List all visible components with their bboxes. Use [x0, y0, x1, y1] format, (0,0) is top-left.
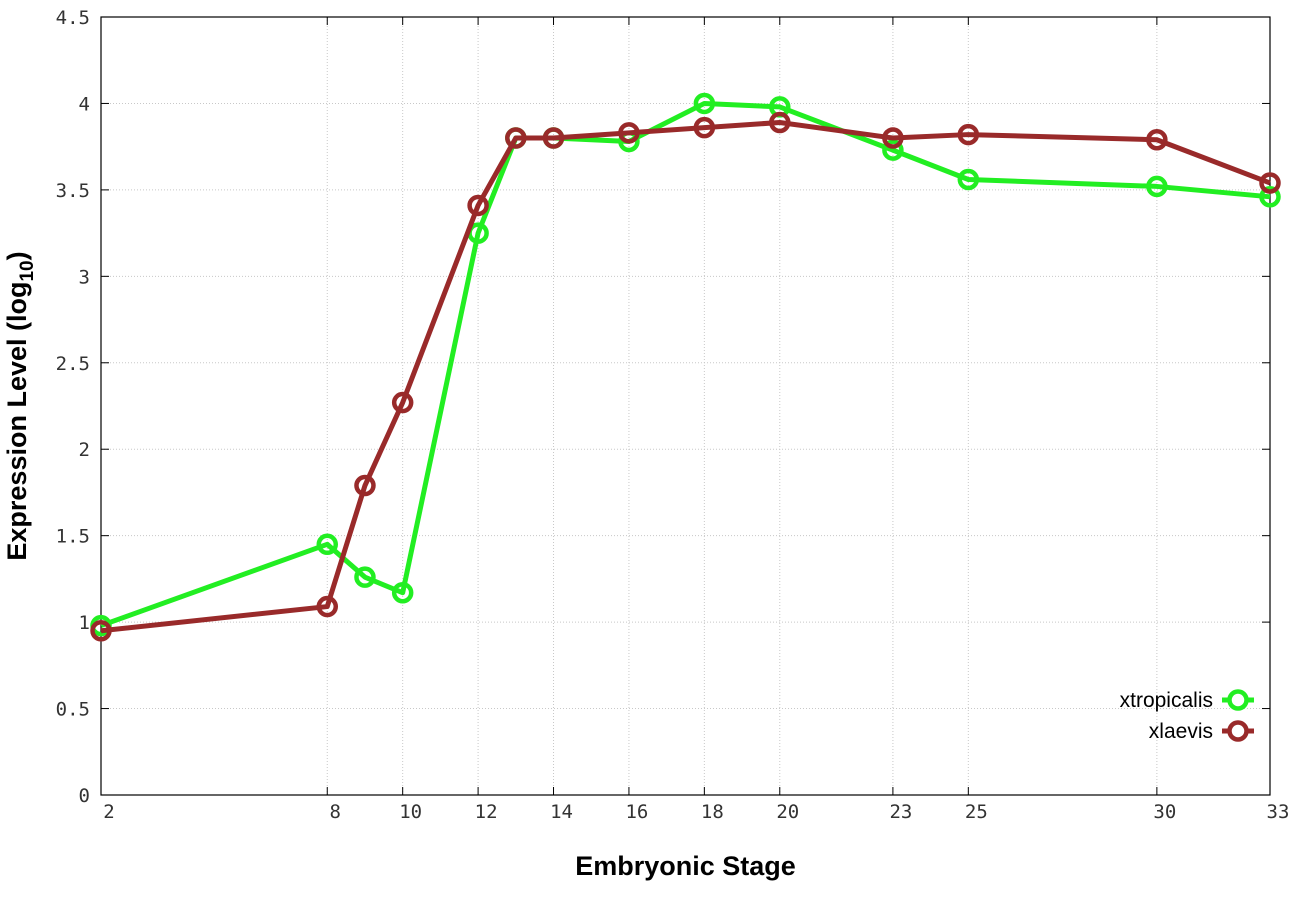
- data-point-xtropicalis: [354, 566, 376, 588]
- x-tick-label: 18: [701, 801, 724, 823]
- y-tick-label: 1: [79, 612, 90, 634]
- data-point-xtropicalis: [1146, 175, 1168, 198]
- data-point-xlaevis: [542, 127, 565, 149]
- legend-label-xtropicalis: xtropicalis: [1120, 689, 1213, 712]
- x-tick-label: 25: [965, 801, 988, 823]
- x-tick-label: 12: [475, 801, 498, 823]
- x-tick-label: 10: [399, 801, 422, 823]
- data-point-xtropicalis: [316, 533, 339, 556]
- x-tick-label: 23: [889, 801, 912, 823]
- x-tick-label: 16: [625, 801, 648, 823]
- legend-swatch-marker: [1227, 720, 1249, 742]
- x-tick-label: 14: [550, 801, 573, 823]
- data-point-xlaevis: [354, 474, 376, 497]
- y-tick-label: 0: [79, 785, 90, 807]
- y-tick-label: 4.5: [56, 7, 90, 29]
- y-axis-title-close: ): [2, 251, 32, 260]
- data-point-xtropicalis: [1259, 186, 1281, 208]
- x-tick-label: 30: [1153, 801, 1176, 823]
- data-point-xlaevis: [505, 127, 527, 149]
- y-tick-label: 2: [79, 439, 90, 461]
- y-tick-label: 0.5: [56, 699, 90, 721]
- legend-label-xlaevis: xlaevis: [1149, 720, 1213, 743]
- data-point-xtropicalis: [882, 139, 904, 161]
- y-tick-label: 3: [79, 266, 90, 288]
- data-point-xlaevis: [90, 620, 112, 642]
- x-axis-title: Embryonic Stage: [575, 851, 796, 881]
- data-point-xtropicalis: [957, 168, 980, 191]
- data-point-xlaevis: [882, 127, 904, 149]
- data-point-xlaevis: [957, 123, 980, 146]
- y-tick-label: 2.5: [56, 353, 90, 375]
- plot-frame: [100, 16, 1271, 796]
- legend-swatch-marker: [1227, 689, 1249, 711]
- y-tick-label: 1.5: [56, 526, 90, 548]
- data-point-xlaevis: [467, 194, 489, 217]
- data-point-xlaevis: [316, 595, 339, 618]
- x-tick-label: 20: [776, 801, 799, 823]
- series-line-xtropicalis: [100, 100, 1271, 628]
- data-point-xlaevis: [618, 122, 640, 144]
- data-point-xlaevis: [1259, 172, 1281, 194]
- y-tick-label: 3.5: [56, 180, 90, 202]
- axis-ticks: 2 8 10 12 14 16 18 20 23 25 30 33 0 0.5 1 1.5 2 2.5 3 3.5 4 4…: [56, 7, 1290, 823]
- y-axis-title-main: Expression Level (log: [2, 282, 32, 561]
- series-lines: [90, 92, 1281, 642]
- data-point-xlaevis: [1146, 129, 1168, 151]
- x-tick-label: 8: [330, 801, 341, 823]
- legend: xtropicalis xlaevis: [1120, 689, 1254, 743]
- grid: [101, 17, 1270, 795]
- y-axis-title: Expression Level (log10): [2, 251, 38, 560]
- data-point-xtropicalis: [391, 581, 414, 604]
- data-point-xlaevis: [693, 116, 716, 139]
- data-point-xlaevis: [769, 111, 791, 134]
- data-point-xtropicalis: [693, 92, 716, 115]
- x-tick-label: 2: [103, 801, 114, 823]
- y-tick-label: 4: [79, 93, 90, 115]
- x-tick-label: 33: [1267, 801, 1290, 823]
- data-point-xlaevis: [391, 391, 414, 414]
- series-line-xlaevis: [100, 119, 1271, 634]
- y-axis-title-subscript: 10: [17, 260, 38, 281]
